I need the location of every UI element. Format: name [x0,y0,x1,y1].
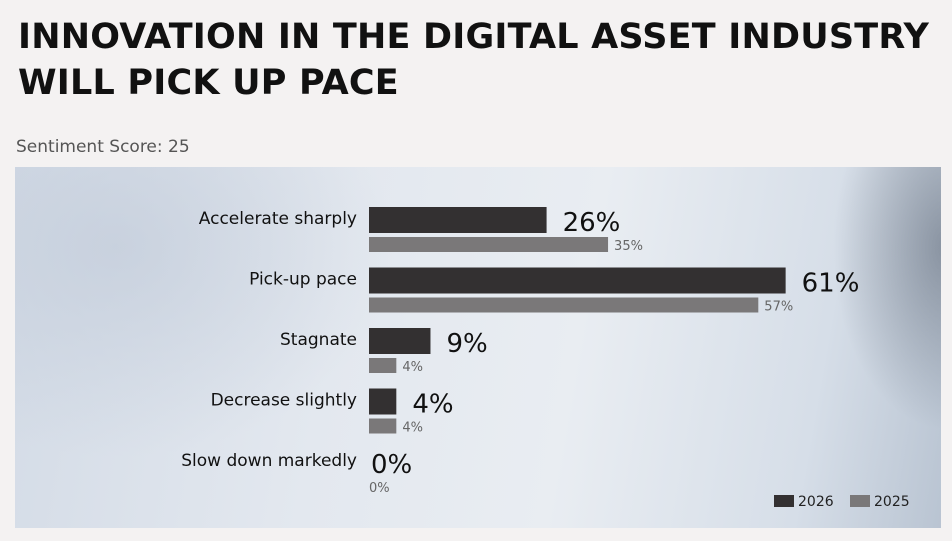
legend-swatch-2026 [774,495,794,507]
category-label: Slow down markedly [181,451,357,471]
value-label-2025: 4% [402,421,423,436]
bar-2025 [369,418,397,434]
value-label-2026: 0% [371,450,412,480]
sentiment-score: Sentiment Score: 25 [16,137,190,157]
value-label-2026: 61% [802,269,860,299]
category-label: Stagnate [280,330,357,350]
value-label-2025: 0% [369,481,390,496]
value-label-2025: 35% [614,239,643,254]
category-label: Decrease slightly [211,391,357,411]
bar-2026 [369,328,431,354]
bar-2026 [369,207,547,233]
bar-2025 [369,237,609,252]
value-label-2026: 4% [412,390,453,420]
value-label-2026: 9% [446,329,487,359]
category-label: Pick-up pace [249,270,357,290]
value-label-2025: 57% [764,300,793,315]
page-title: INNOVATION IN THE DIGITAL ASSET INDUSTRY… [18,17,930,103]
bar-2025 [369,358,397,373]
legend-swatch-2025 [850,495,870,507]
legend-label-2026: 2026 [798,494,834,510]
bar-2026 [369,388,397,415]
value-label-2026: 26% [563,208,621,238]
bar-2025 [369,297,759,313]
chart-panel: Accelerate sharply 26% 35% Pick-up pace 61% 5… [15,167,941,528]
legend-label-2025: 2025 [874,494,910,510]
bar-chart: Accelerate sharply 26%35% Pick-up pace 61% 5… [181,207,910,510]
category-label: Accelerate sharply [199,209,357,229]
value-label-2025: 4% [402,360,423,375]
bar-2026 [369,267,786,294]
